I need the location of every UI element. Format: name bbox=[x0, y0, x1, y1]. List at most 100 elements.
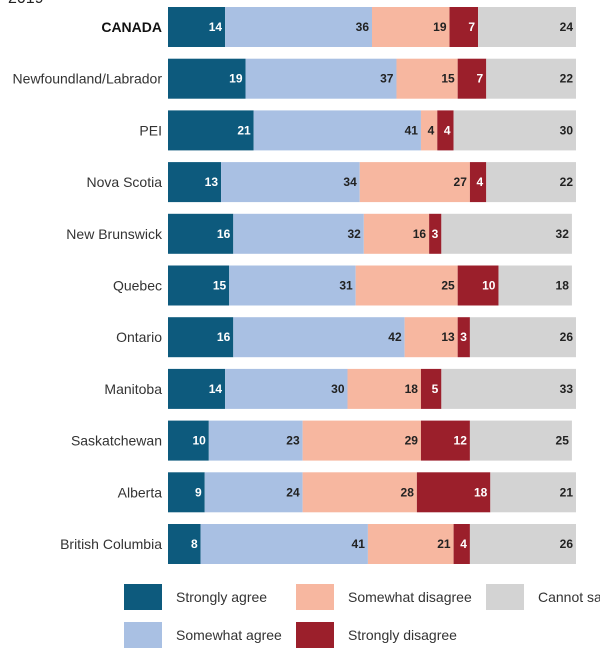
legend-swatch-somewhat-disagree bbox=[296, 584, 334, 610]
category-label-alberta: Alberta bbox=[118, 484, 163, 500]
bar-somewhat-disagree-pei bbox=[420, 110, 438, 151]
data-label-somewhat-agree-saskatchewan: 23 bbox=[286, 434, 300, 448]
legend-swatch-strongly-agree bbox=[124, 584, 162, 610]
bar-somewhat-disagree-manitoba bbox=[347, 368, 421, 409]
bar-somewhat-disagree-newfoundland-labrador bbox=[396, 58, 458, 99]
data-label-cannot-say-saskatchewan: 25 bbox=[556, 434, 570, 448]
data-label-somewhat-disagree-quebec: 25 bbox=[441, 279, 455, 293]
bar-strongly-disagree-pei bbox=[437, 110, 454, 151]
data-label-cannot-say-nova-scotia: 22 bbox=[560, 175, 574, 189]
category-label-saskatchewan: Saskatchewan bbox=[71, 433, 162, 449]
data-label-cannot-say-newfoundland-labrador: 22 bbox=[560, 72, 574, 86]
bar-cannot-say-alberta bbox=[490, 472, 576, 513]
bar-somewhat-agree-ontario bbox=[233, 317, 405, 358]
bar-strongly-agree-alberta bbox=[168, 472, 205, 513]
bar-somewhat-disagree-quebec bbox=[355, 265, 458, 306]
bar-cannot-say-newfoundland-labrador bbox=[486, 58, 576, 99]
bar-somewhat-disagree-saskatchewan bbox=[302, 420, 421, 461]
year-label: 2019 bbox=[8, 0, 44, 7]
bar-cannot-say-manitoba bbox=[441, 368, 576, 409]
bar-strongly-disagree-new-brunswick bbox=[429, 213, 442, 254]
data-label-strongly-disagree-pei: 4 bbox=[444, 123, 451, 137]
category-label-pei: PEI bbox=[139, 122, 162, 138]
data-label-strongly-agree-manitoba: 14 bbox=[209, 382, 223, 396]
bar-somewhat-agree-quebec bbox=[229, 265, 356, 306]
bar-strongly-disagree-british-columbia bbox=[453, 524, 470, 564]
data-label-somewhat-agree-ontario: 42 bbox=[388, 330, 402, 344]
data-label-somewhat-disagree-new-brunswick: 16 bbox=[413, 227, 427, 241]
data-label-cannot-say-british-columbia: 26 bbox=[560, 537, 574, 551]
category-label-manitoba: Manitoba bbox=[104, 381, 162, 397]
bar-somewhat-agree-alberta bbox=[204, 472, 303, 513]
legend-label-cannot-say: Cannot say bbox=[538, 589, 600, 605]
data-label-cannot-say-pei: 30 bbox=[560, 123, 574, 137]
bar-strongly-disagree-canada bbox=[449, 7, 479, 47]
bar-strongly-agree-new-brunswick bbox=[168, 213, 234, 254]
data-label-somewhat-agree-british-columbia: 41 bbox=[352, 537, 366, 551]
bar-cannot-say-quebec bbox=[498, 265, 572, 306]
bar-cannot-say-canada bbox=[478, 7, 576, 47]
data-label-strongly-disagree-newfoundland-labrador: 7 bbox=[477, 72, 484, 86]
bar-somewhat-disagree-alberta bbox=[302, 472, 417, 513]
category-label-nova-scotia: Nova Scotia bbox=[87, 174, 163, 190]
data-label-strongly-disagree-new-brunswick: 3 bbox=[432, 227, 439, 241]
bar-strongly-agree-british-columbia bbox=[168, 524, 201, 564]
bar-strongly-disagree-saskatchewan bbox=[420, 420, 470, 461]
legend-item-strongly-disagree: Strongly disagree bbox=[296, 622, 457, 648]
data-label-strongly-agree-quebec: 15 bbox=[213, 279, 227, 293]
bar-somewhat-disagree-canada bbox=[372, 7, 450, 47]
bar-strongly-agree-ontario bbox=[168, 317, 234, 358]
bar-strongly-disagree-manitoba bbox=[420, 368, 442, 409]
data-label-somewhat-disagree-manitoba: 18 bbox=[405, 382, 419, 396]
data-label-strongly-disagree-nova-scotia: 4 bbox=[477, 175, 484, 189]
data-label-somewhat-agree-new-brunswick: 32 bbox=[347, 227, 361, 241]
data-label-somewhat-agree-alberta: 24 bbox=[286, 485, 300, 499]
data-label-strongly-agree-newfoundland-labrador: 19 bbox=[229, 72, 243, 86]
bar-strongly-agree-manitoba bbox=[168, 368, 226, 409]
data-label-strongly-agree-nova-scotia: 13 bbox=[205, 175, 219, 189]
bar-strongly-agree-nova-scotia bbox=[168, 162, 222, 203]
bar-strongly-disagree-nova-scotia bbox=[469, 162, 487, 203]
category-label-quebec: Quebec bbox=[113, 278, 162, 294]
data-label-somewhat-agree-canada: 36 bbox=[356, 20, 370, 34]
bar-somewhat-disagree-ontario bbox=[404, 317, 458, 358]
data-label-strongly-disagree-manitoba: 5 bbox=[432, 382, 439, 396]
data-label-somewhat-disagree-nova-scotia: 27 bbox=[454, 175, 468, 189]
bar-cannot-say-british-columbia bbox=[469, 524, 576, 564]
legend-item-somewhat-agree: Somewhat agree bbox=[124, 622, 282, 648]
category-label-new-brunswick: New Brunswick bbox=[66, 226, 163, 242]
data-label-somewhat-disagree-saskatchewan: 29 bbox=[405, 434, 419, 448]
bar-somewhat-agree-manitoba bbox=[225, 368, 348, 409]
legend-label-strongly-disagree: Strongly disagree bbox=[348, 627, 457, 643]
category-label-newfoundland-labrador: Newfoundland/Labrador bbox=[13, 71, 163, 87]
bar-strongly-agree-quebec bbox=[168, 265, 230, 306]
data-label-somewhat-agree-nova-scotia: 34 bbox=[343, 175, 357, 189]
bar-somewhat-agree-new-brunswick bbox=[233, 213, 364, 254]
bar-strongly-disagree-quebec bbox=[457, 265, 499, 306]
category-label-british-columbia: British Columbia bbox=[60, 536, 162, 552]
data-label-strongly-agree-saskatchewan: 10 bbox=[192, 434, 206, 448]
data-label-strongly-agree-alberta: 9 bbox=[195, 485, 202, 499]
data-label-cannot-say-quebec: 18 bbox=[556, 279, 570, 293]
data-label-somewhat-disagree-british-columbia: 21 bbox=[437, 537, 451, 551]
bar-somewhat-agree-saskatchewan bbox=[208, 420, 303, 461]
bar-somewhat-agree-pei bbox=[253, 110, 421, 151]
data-label-cannot-say-manitoba: 33 bbox=[560, 382, 574, 396]
bar-somewhat-agree-nova-scotia bbox=[221, 162, 360, 203]
bar-cannot-say-nova-scotia bbox=[486, 162, 576, 203]
data-label-strongly-agree-pei: 21 bbox=[237, 123, 251, 137]
bar-somewhat-disagree-new-brunswick bbox=[363, 213, 430, 254]
bar-strongly-disagree-newfoundland-labrador bbox=[457, 58, 487, 99]
data-label-strongly-agree-canada: 14 bbox=[209, 20, 223, 34]
legend-label-strongly-agree: Strongly agree bbox=[176, 589, 268, 605]
data-label-strongly-agree-new-brunswick: 16 bbox=[217, 227, 231, 241]
category-label-canada: CANADA bbox=[101, 19, 162, 35]
legend-label-somewhat-agree: Somewhat agree bbox=[176, 627, 282, 643]
data-label-somewhat-agree-newfoundland-labrador: 37 bbox=[380, 72, 394, 86]
bar-cannot-say-pei bbox=[453, 110, 576, 151]
bar-strongly-agree-newfoundland-labrador bbox=[168, 58, 246, 99]
data-label-cannot-say-new-brunswick: 32 bbox=[556, 227, 570, 241]
data-label-cannot-say-ontario: 26 bbox=[560, 330, 574, 344]
bar-strongly-agree-canada bbox=[168, 7, 226, 47]
bar-strongly-disagree-alberta bbox=[416, 472, 491, 513]
